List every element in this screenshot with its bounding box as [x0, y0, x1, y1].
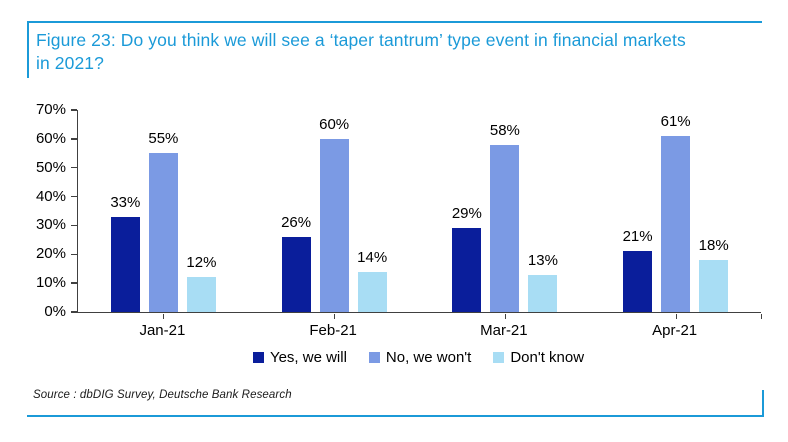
bar-don-t-know — [528, 274, 558, 312]
bar-value-label: 26% — [281, 214, 312, 231]
bar-column: 29% — [452, 110, 482, 312]
bar-value-label: 18% — [698, 237, 729, 255]
y-tick-mark — [71, 282, 77, 284]
x-axis-tick — [675, 314, 677, 319]
legend-item-no-we-won-t: No, we won't — [368, 349, 472, 366]
bar-column: 58% — [490, 110, 520, 312]
x-axis-label: Apr-21 — [652, 322, 698, 339]
bar-value-label: 58% — [489, 121, 520, 139]
bar-column: 14% — [357, 110, 387, 312]
bar-column: 55% — [148, 110, 178, 312]
category-group-jan-21: 33% 55% 12% — [78, 110, 249, 319]
legend-label: Yes, we will — [269, 349, 347, 366]
x-axis-tick — [163, 314, 165, 319]
bar-column: 61% — [661, 110, 691, 312]
bar-yes-we-will — [281, 237, 311, 312]
bar-don-t-know — [357, 271, 387, 312]
y-tick-mark — [71, 311, 77, 313]
y-tick-label: 20% — [35, 245, 66, 263]
bar-yes-we-will — [452, 228, 482, 312]
y-tick-mark — [71, 138, 77, 140]
frame-right-rule — [762, 390, 764, 417]
bar-don-t-know — [699, 260, 729, 312]
bar-column: 33% — [110, 110, 140, 312]
category-group-apr-21: 21% 61% 18% — [590, 110, 761, 319]
y-tick-mark — [71, 166, 77, 169]
bar-no-we-won-t — [319, 138, 349, 312]
bar-value-label: 21% — [622, 228, 653, 246]
bar-column: 60% — [319, 110, 349, 312]
y-tick-label: 0% — [44, 303, 66, 320]
x-axis-label: Jan-21 — [139, 322, 186, 339]
x-axis-labels: Jan-21 Feb-21 Mar-21 Apr-21 — [77, 322, 760, 339]
legend-swatch-icon — [252, 352, 264, 363]
x-axis-label: Feb-21 — [309, 322, 357, 339]
y-tick-label: 30% — [35, 216, 66, 234]
x-axis-end-tick — [761, 314, 762, 319]
source-note: Source : dbDIG Survey, Deutsche Bank Res… — [33, 389, 292, 401]
bar-value-label: 60% — [319, 115, 350, 133]
bar-no-we-won-t — [148, 153, 178, 312]
frame-top-rule — [27, 21, 762, 23]
y-tick-label: 10% — [35, 274, 66, 292]
bar-no-we-won-t — [661, 136, 691, 312]
bar-value-label: 13% — [527, 251, 558, 269]
y-tick-label: 40% — [35, 187, 66, 205]
plot-area: 33% 55% 12% 26% 60% 14% 29% 58% 13% 21% 61% 18% 0% 1… — [36, 101, 762, 320]
bar-value-label: 33% — [110, 193, 141, 211]
figure-title: Figure 23: Do you think we will see a ‘t… — [36, 30, 686, 73]
bar-yes-we-will — [623, 251, 653, 312]
bar-value-label: 55% — [148, 130, 179, 148]
legend-label: Don't know — [510, 349, 585, 366]
category-group-feb-21: 26% 60% 14% — [249, 110, 420, 319]
bar-value-label: 14% — [357, 248, 388, 266]
bar-column: 26% — [281, 110, 311, 312]
legend-item-don-t-know: Don't know — [493, 349, 584, 366]
bar-column: 12% — [186, 110, 216, 312]
category-group-mar-21: 29% 58% 13% — [420, 110, 591, 319]
bar-no-we-won-t — [490, 144, 520, 312]
bar-don-t-know — [186, 277, 216, 312]
y-tick-mark — [71, 253, 77, 256]
bar-groups: 33% 55% 12% 26% 60% 14% 29% 58% 13% 21% 61% 18% — [78, 110, 761, 319]
y-tick-mark — [71, 195, 77, 198]
bar-column: 13% — [528, 110, 558, 312]
bar-value-label: 29% — [451, 205, 482, 223]
legend-swatch-icon — [368, 352, 380, 363]
legend-swatch-icon — [493, 352, 505, 363]
x-axis-label: Mar-21 — [480, 322, 528, 339]
y-tick-label: 70% — [35, 101, 66, 118]
legend-label: No, we won't — [385, 349, 472, 366]
frame-bottom-rule — [27, 415, 764, 417]
bar-column: 21% — [623, 110, 653, 312]
y-tick-mark — [71, 109, 77, 111]
bar-column: 18% — [699, 110, 729, 312]
bar-value-label: 61% — [660, 113, 691, 130]
bar-yes-we-will — [110, 216, 140, 312]
legend-item-yes-we-will: Yes, we will — [252, 349, 347, 366]
y-tick-mark — [71, 224, 77, 227]
bar-value-label: 12% — [186, 254, 217, 272]
chart-legend: Yes, we will No, we won't Don't know — [77, 349, 760, 366]
x-axis-tick — [334, 314, 336, 319]
y-tick-label: 60% — [35, 129, 66, 147]
x-axis-tick — [504, 314, 506, 319]
frame-left-rule — [27, 21, 29, 78]
y-tick-label: 50% — [35, 158, 66, 176]
